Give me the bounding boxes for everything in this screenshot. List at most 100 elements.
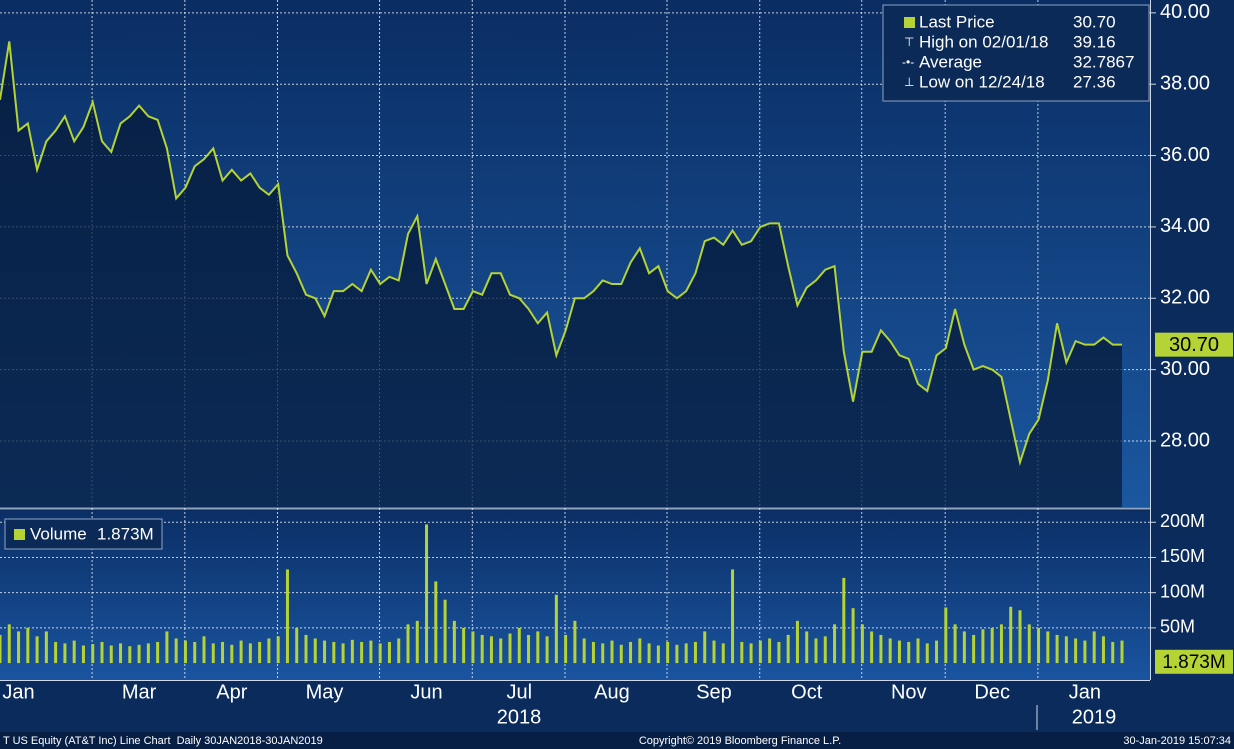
volume-bar	[1055, 634, 1059, 664]
price-line	[0, 41, 1122, 467]
y-tick-label: 200M	[1160, 511, 1205, 531]
y-tick-label: 38.00	[1160, 72, 1210, 94]
volume-legend-box	[4, 518, 163, 550]
volume-bar	[397, 638, 401, 664]
volume-bar	[814, 638, 818, 664]
legend-label: High on 02/01/18	[919, 32, 1049, 51]
volume-bar	[693, 641, 697, 664]
volume-bar	[63, 643, 67, 664]
volume-bar	[54, 641, 58, 664]
volume-bar	[91, 644, 95, 664]
volume-bar	[258, 641, 262, 664]
volume-bar	[1083, 640, 1087, 664]
volume-bar	[100, 641, 104, 664]
volume-bar	[925, 643, 929, 664]
legend-glyph: -•-	[902, 55, 914, 69]
y-tick-label: 150M	[1160, 546, 1205, 566]
legend-glyph: ⊥	[904, 75, 914, 89]
volume-bar	[44, 631, 48, 664]
x-tick-label: Jul	[506, 681, 532, 703]
volume-bar	[332, 641, 336, 664]
volume-bar	[582, 638, 586, 664]
x-tick-label: Jan	[1069, 681, 1101, 703]
y-tick-label: 36.00	[1160, 144, 1210, 166]
footer-bar	[0, 732, 1234, 749]
volume-bar	[146, 643, 150, 664]
legend-label: Last Price	[919, 12, 995, 31]
year-label: 2019	[1072, 706, 1117, 728]
volume-bar	[434, 581, 438, 664]
plot-layer: Jan Mar Apr May Jun Jul Aug Sep Oct Nov Dec Jan	[0, 0, 1150, 703]
volume-bar	[981, 629, 985, 664]
legend-label: Low on 12/24/18	[919, 72, 1045, 91]
volume-bar	[897, 640, 901, 664]
volume-bar	[119, 643, 123, 664]
legend-value: 27.36	[1073, 72, 1116, 91]
last-volume-label: 1.873M	[1162, 652, 1225, 673]
volume-bar	[462, 627, 466, 664]
volume-bar	[684, 643, 688, 664]
volume-bar	[638, 638, 642, 664]
volume-bar	[823, 636, 827, 664]
legend-swatch	[904, 17, 915, 28]
volume-bar	[907, 641, 911, 664]
volume-bar	[81, 645, 85, 664]
volume-bar	[712, 640, 716, 664]
y-tick-label: 50M	[1160, 617, 1195, 637]
area	[0, 41, 1122, 507]
volume-bar	[239, 640, 243, 664]
volume-bar	[26, 627, 30, 664]
volume-bar	[749, 643, 753, 664]
x-tick-label: Jan	[2, 681, 34, 703]
volume-bar	[1027, 624, 1031, 664]
volume-bar	[990, 627, 994, 664]
volume-bar	[471, 631, 475, 664]
volume-bar	[285, 569, 289, 664]
volume-bar	[323, 640, 327, 664]
volume-bar	[860, 624, 864, 664]
legend-label: Average	[919, 52, 982, 71]
volume-bar	[879, 634, 883, 664]
legend-box	[882, 4, 1150, 102]
volume-bar	[230, 644, 234, 664]
volume-bar	[341, 643, 345, 664]
volume-bar	[777, 641, 781, 664]
y-tick-label: 28.00	[1160, 429, 1210, 451]
y-tick-label: 100M	[1160, 581, 1205, 601]
volume-bar	[610, 640, 614, 664]
volume-bar	[128, 646, 132, 664]
volume-bar	[851, 608, 855, 664]
y-tick-label: 32.00	[1160, 287, 1210, 309]
volume-bar	[7, 624, 11, 664]
volume-bar	[833, 624, 837, 664]
volume-bar	[221, 641, 225, 664]
volume-bar	[443, 599, 447, 664]
volume-bar	[656, 645, 660, 664]
y-tick-label: 34.00	[1160, 215, 1210, 237]
volume-bar	[211, 643, 215, 664]
volume-bar	[935, 640, 939, 664]
volume-bar	[591, 641, 595, 664]
volume-bar	[842, 577, 846, 664]
volume-bar	[527, 634, 531, 664]
legend-glyph: ⊤	[904, 35, 914, 49]
volume-bar	[415, 620, 419, 664]
volume-bar	[703, 631, 707, 664]
x-tick-label: Nov	[891, 681, 927, 703]
last-price-tag	[1155, 332, 1233, 357]
volume-bar	[156, 641, 160, 664]
legend-label: Volume	[30, 524, 87, 543]
volume-bar	[369, 640, 373, 664]
volume-bar	[387, 641, 391, 664]
legend-swatch	[14, 529, 25, 540]
volume-bar	[499, 638, 503, 664]
volume-bar	[758, 640, 762, 664]
volume-bar	[1092, 631, 1096, 664]
volume-bar	[536, 631, 540, 664]
footer-center: Copyright© 2019 Bloomberg Finance L.P.	[639, 735, 841, 747]
volume-bar	[350, 639, 354, 664]
volume-bar	[360, 641, 364, 664]
volume-bar	[554, 594, 558, 664]
volume-bar	[545, 636, 549, 664]
volume-bar	[740, 641, 744, 664]
